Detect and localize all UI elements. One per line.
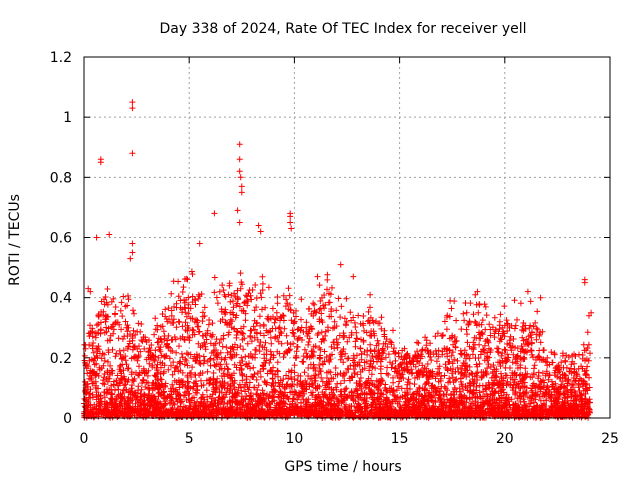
x-tick-label: 5 (185, 431, 194, 447)
x-tick-label: 15 (391, 431, 409, 447)
y-tick-label: 0.2 (50, 351, 72, 367)
y-tick-label: 0.8 (50, 170, 72, 186)
y-tick-label: 0 (63, 411, 72, 427)
y-tick-label: 0.6 (50, 231, 72, 247)
y-tick-label: 1.2 (50, 50, 72, 66)
x-tick-label: 0 (80, 431, 89, 447)
x-tick-label: 25 (601, 431, 619, 447)
x-tick-label: 10 (285, 431, 303, 447)
y-tick-label: 1 (63, 110, 72, 126)
y-tick-label: 0.4 (50, 291, 72, 307)
x-tick-label: 20 (496, 431, 514, 447)
